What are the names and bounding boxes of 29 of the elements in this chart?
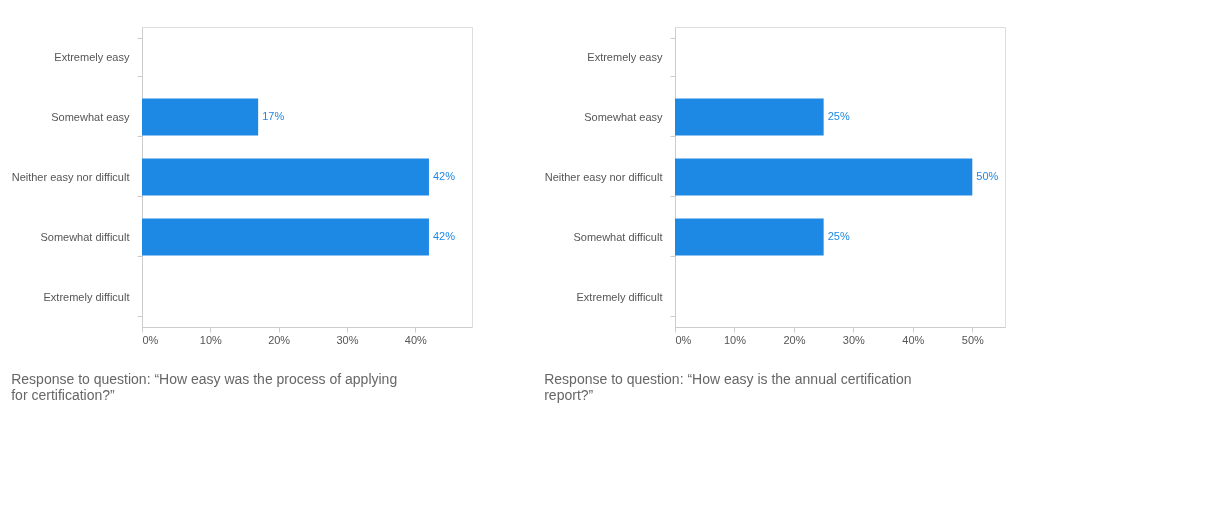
x-tick-label: 20% bbox=[783, 333, 806, 346]
x-tick-label: 50% bbox=[961, 333, 985, 346]
x-tick-label: 0% bbox=[142, 333, 159, 346]
y-tick-label: Neither easy nor difficult bbox=[11, 170, 130, 183]
x-tick-label: 10% bbox=[723, 333, 747, 346]
y-tick-label: Somewhat easy bbox=[51, 110, 130, 123]
x-tick-label: 0% bbox=[675, 333, 692, 346]
data-label: 25% bbox=[827, 110, 850, 122]
data-label: 17% bbox=[262, 110, 285, 122]
x-tick-label: 40% bbox=[902, 333, 925, 346]
y-tick-label: Somewhat easy bbox=[584, 110, 663, 123]
y-tick-label: Extremely difficult bbox=[43, 290, 130, 303]
text: Response to question: “How easy was the process of applying for certification?” bbox=[11, 371, 398, 403]
data-label: 50% bbox=[976, 170, 999, 182]
x-tick-label: 30% bbox=[336, 333, 359, 346]
data-label: 42% bbox=[432, 230, 456, 242]
x-tick-label: 10% bbox=[199, 333, 223, 346]
y-tick-label: Extremely difficult bbox=[576, 290, 663, 303]
y-tick-label: Neither easy nor difficult bbox=[544, 170, 663, 183]
y-tick-label: Extremely easy bbox=[54, 50, 130, 63]
x-tick-label: 20% bbox=[268, 333, 291, 346]
data-label: 25% bbox=[827, 230, 850, 242]
y-tick-label: Extremely easy bbox=[587, 50, 663, 63]
y-tick-label: Somewhat difficult bbox=[573, 230, 663, 243]
x-tick-label: 40% bbox=[404, 333, 428, 346]
x-tick-label: 30% bbox=[842, 333, 866, 346]
y-tick-label: Somewhat difficult bbox=[40, 230, 130, 243]
text: Response to question: “How easy is the annual certification report?” bbox=[544, 371, 912, 403]
data-label: 42% bbox=[432, 170, 456, 182]
